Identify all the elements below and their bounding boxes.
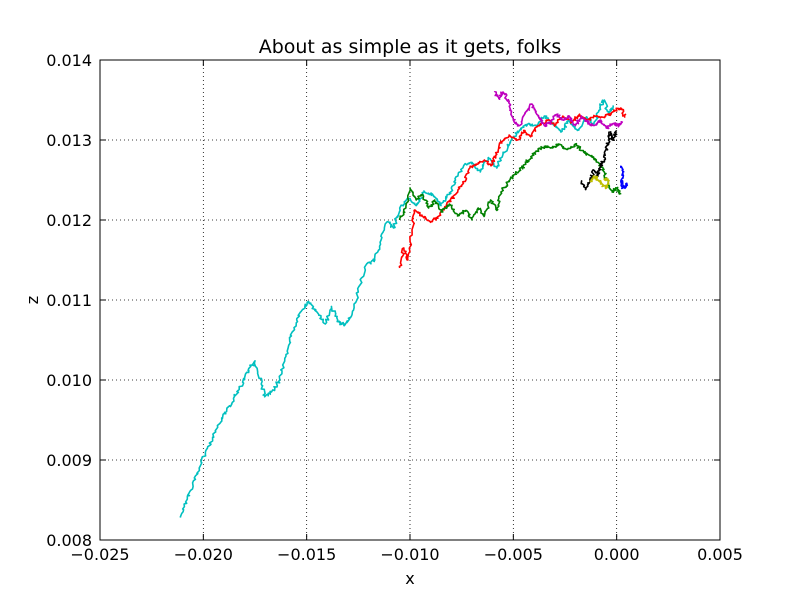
x-tick-label: −0.010 — [380, 545, 439, 564]
x-tick-label: 0.000 — [594, 545, 640, 564]
chart-title: About as simple as it gets, folks — [259, 36, 562, 58]
series-group — [179, 91, 629, 518]
x-axis-label: x — [405, 569, 414, 588]
y-tick-label: 0.012 — [46, 211, 92, 230]
series-line-0 — [179, 99, 614, 518]
series-line-4 — [580, 129, 618, 191]
series-line-6 — [589, 175, 610, 190]
x-tick-label: −0.020 — [174, 545, 233, 564]
series-line-2 — [398, 142, 622, 221]
y-tick-label: 0.014 — [46, 51, 92, 70]
y-tick-label: 0.010 — [46, 371, 92, 390]
x-tick-label: −0.015 — [277, 545, 336, 564]
series-line-5 — [620, 165, 629, 190]
y-tick-label: 0.011 — [46, 291, 92, 310]
ticks: −0.025 −0.020 −0.015 −0.010 −0.005 0.000 0.005… — [46, 51, 743, 564]
grid — [100, 60, 720, 540]
y-tick-label: 0.009 — [46, 451, 92, 470]
x-tick-label: −0.025 — [70, 545, 129, 564]
x-tick-label: −0.005 — [484, 545, 543, 564]
series-line-3 — [493, 91, 624, 130]
y-tick-label: 0.013 — [46, 131, 92, 150]
y-axis-label: z — [23, 296, 42, 304]
x-tick-label: 0.005 — [697, 545, 743, 564]
y-tick-label: 0.008 — [46, 531, 92, 550]
